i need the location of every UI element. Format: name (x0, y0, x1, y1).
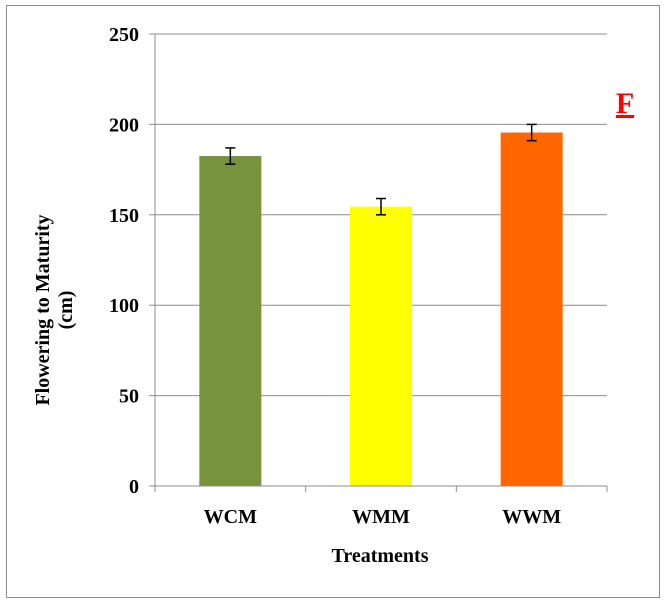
y-tick-label: 250 (109, 24, 139, 46)
error-bars (225, 123, 537, 216)
x-tick-labels: WCM WMM WWM (204, 506, 562, 528)
y-tick-label: 50 (119, 386, 139, 408)
panel-label: F (616, 87, 634, 120)
y-tick-label: 0 (129, 476, 139, 498)
y-axis-title-line-2: (cm) (55, 291, 77, 330)
x-tick-label: WCM (204, 506, 257, 528)
axes (149, 33, 608, 492)
error-bar-wmm (376, 197, 386, 216)
bar-wwm (500, 132, 563, 486)
y-axis-title: Flowering to Maturity (cm) (32, 214, 77, 405)
bars (199, 132, 563, 487)
error-bar-wcm (225, 147, 236, 165)
x-axis-title: Treatments (331, 545, 428, 567)
y-tick-label: 200 (109, 114, 139, 136)
error-bar-wwm (526, 123, 537, 142)
x-tick-label: WMM (352, 506, 410, 528)
bar-wcm (199, 156, 262, 487)
y-tick-labels: 0 50 100 150 200 250 (109, 24, 139, 498)
x-tick-label: WWM (502, 506, 561, 528)
y-tick-label: 150 (109, 205, 139, 227)
y-axis-title-line-1: Flowering to Maturity (32, 214, 54, 405)
bar-wmm (350, 206, 412, 486)
y-tick-label: 100 (109, 295, 139, 317)
